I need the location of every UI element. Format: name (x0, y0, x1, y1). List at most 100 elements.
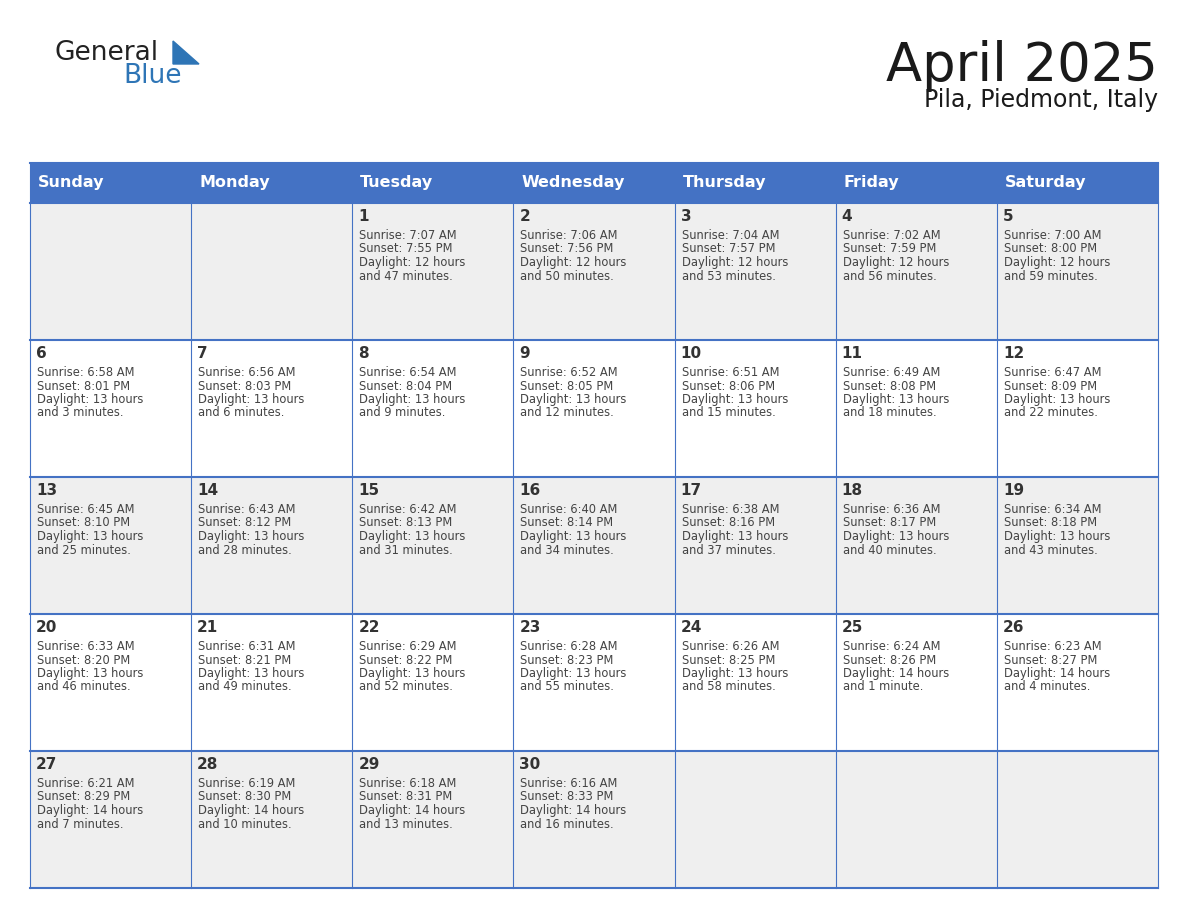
Text: Sunset: 8:16 PM: Sunset: 8:16 PM (682, 517, 775, 530)
Text: 6: 6 (36, 346, 46, 361)
Text: 30: 30 (519, 757, 541, 772)
Text: and 12 minutes.: and 12 minutes. (520, 407, 614, 420)
Text: and 53 minutes.: and 53 minutes. (682, 270, 776, 283)
Text: Daylight: 13 hours: Daylight: 13 hours (198, 393, 304, 406)
Text: 19: 19 (1003, 483, 1024, 498)
Text: 23: 23 (519, 620, 541, 635)
Text: 22: 22 (359, 620, 380, 635)
Text: Sunrise: 6:58 AM: Sunrise: 6:58 AM (37, 366, 134, 379)
Text: 11: 11 (842, 346, 862, 361)
Text: General: General (55, 40, 159, 66)
Text: Sunset: 8:09 PM: Sunset: 8:09 PM (1004, 379, 1097, 393)
Text: and 15 minutes.: and 15 minutes. (682, 407, 776, 420)
Text: and 16 minutes.: and 16 minutes. (520, 818, 614, 831)
Text: Sunrise: 6:31 AM: Sunrise: 6:31 AM (198, 640, 296, 653)
Text: and 59 minutes.: and 59 minutes. (1004, 270, 1098, 283)
Text: Sunset: 8:00 PM: Sunset: 8:00 PM (1004, 242, 1097, 255)
Text: 7: 7 (197, 346, 208, 361)
Bar (30, 163, 1158, 203)
Text: and 7 minutes.: and 7 minutes. (37, 818, 124, 831)
Text: 26: 26 (1003, 620, 1024, 635)
Text: Daylight: 13 hours: Daylight: 13 hours (842, 393, 949, 406)
Text: Sunrise: 6:51 AM: Sunrise: 6:51 AM (682, 366, 779, 379)
Text: Sunrise: 6:19 AM: Sunrise: 6:19 AM (198, 777, 296, 790)
Text: Daylight: 13 hours: Daylight: 13 hours (682, 667, 788, 680)
Text: Sunrise: 7:06 AM: Sunrise: 7:06 AM (520, 229, 618, 242)
Text: and 28 minutes.: and 28 minutes. (198, 543, 292, 556)
Text: 16: 16 (519, 483, 541, 498)
Text: and 56 minutes.: and 56 minutes. (842, 270, 936, 283)
Text: Daylight: 13 hours: Daylight: 13 hours (359, 667, 466, 680)
Text: 18: 18 (842, 483, 862, 498)
Text: Thursday: Thursday (683, 175, 766, 191)
Text: Sunrise: 6:36 AM: Sunrise: 6:36 AM (842, 503, 940, 516)
Text: Sunset: 8:04 PM: Sunset: 8:04 PM (359, 379, 453, 393)
Text: Sunset: 8:23 PM: Sunset: 8:23 PM (520, 654, 614, 666)
Text: 13: 13 (36, 483, 57, 498)
Text: 17: 17 (681, 483, 702, 498)
Text: Sunrise: 6:56 AM: Sunrise: 6:56 AM (198, 366, 296, 379)
Text: Sunset: 8:12 PM: Sunset: 8:12 PM (198, 517, 291, 530)
Text: Sunset: 8:03 PM: Sunset: 8:03 PM (198, 379, 291, 393)
Bar (30, 477, 1158, 614)
Text: Sunset: 8:14 PM: Sunset: 8:14 PM (520, 517, 613, 530)
Text: and 49 minutes.: and 49 minutes. (198, 680, 292, 693)
Text: Sunset: 8:05 PM: Sunset: 8:05 PM (520, 379, 614, 393)
Text: Sunrise: 6:45 AM: Sunrise: 6:45 AM (37, 503, 134, 516)
Text: Sunset: 8:26 PM: Sunset: 8:26 PM (842, 654, 936, 666)
Text: and 58 minutes.: and 58 minutes. (682, 680, 776, 693)
Text: Sunrise: 6:26 AM: Sunrise: 6:26 AM (682, 640, 779, 653)
Text: Sunset: 7:55 PM: Sunset: 7:55 PM (359, 242, 453, 255)
Text: Daylight: 13 hours: Daylight: 13 hours (37, 530, 144, 543)
Text: and 9 minutes.: and 9 minutes. (359, 407, 446, 420)
Text: and 6 minutes.: and 6 minutes. (198, 407, 284, 420)
Text: Daylight: 14 hours: Daylight: 14 hours (520, 804, 627, 817)
Text: Sunrise: 6:40 AM: Sunrise: 6:40 AM (520, 503, 618, 516)
Text: 27: 27 (36, 757, 57, 772)
Text: 3: 3 (681, 209, 691, 224)
Text: and 13 minutes.: and 13 minutes. (359, 818, 453, 831)
Text: Sunrise: 7:00 AM: Sunrise: 7:00 AM (1004, 229, 1101, 242)
Text: 21: 21 (197, 620, 219, 635)
Text: and 18 minutes.: and 18 minutes. (842, 407, 936, 420)
Text: 9: 9 (519, 346, 530, 361)
Text: 29: 29 (359, 757, 380, 772)
Text: Sunday: Sunday (38, 175, 105, 191)
Text: Daylight: 14 hours: Daylight: 14 hours (1004, 667, 1110, 680)
Text: Pila, Piedmont, Italy: Pila, Piedmont, Italy (924, 88, 1158, 112)
Text: 2: 2 (519, 209, 530, 224)
Text: Sunrise: 6:23 AM: Sunrise: 6:23 AM (1004, 640, 1101, 653)
Text: Daylight: 13 hours: Daylight: 13 hours (520, 393, 627, 406)
Text: Sunset: 8:01 PM: Sunset: 8:01 PM (37, 379, 131, 393)
Text: Daylight: 13 hours: Daylight: 13 hours (842, 530, 949, 543)
Text: Daylight: 13 hours: Daylight: 13 hours (359, 393, 466, 406)
Text: Sunrise: 7:04 AM: Sunrise: 7:04 AM (682, 229, 779, 242)
Text: Daylight: 12 hours: Daylight: 12 hours (520, 256, 627, 269)
Text: Daylight: 12 hours: Daylight: 12 hours (842, 256, 949, 269)
Text: Saturday: Saturday (1005, 175, 1086, 191)
Text: and 43 minutes.: and 43 minutes. (1004, 543, 1098, 556)
Text: and 4 minutes.: and 4 minutes. (1004, 680, 1091, 693)
Text: Sunset: 8:08 PM: Sunset: 8:08 PM (842, 379, 936, 393)
Text: Sunrise: 6:33 AM: Sunrise: 6:33 AM (37, 640, 134, 653)
Text: Sunset: 8:31 PM: Sunset: 8:31 PM (359, 790, 453, 803)
Text: and 55 minutes.: and 55 minutes. (520, 680, 614, 693)
Text: 14: 14 (197, 483, 219, 498)
Text: 15: 15 (359, 483, 379, 498)
Text: Daylight: 13 hours: Daylight: 13 hours (682, 530, 788, 543)
Text: Sunrise: 6:49 AM: Sunrise: 6:49 AM (842, 366, 940, 379)
Text: Daylight: 14 hours: Daylight: 14 hours (842, 667, 949, 680)
Text: 12: 12 (1003, 346, 1024, 361)
Text: 8: 8 (359, 346, 369, 361)
Text: Sunrise: 6:52 AM: Sunrise: 6:52 AM (520, 366, 618, 379)
Text: Sunrise: 6:21 AM: Sunrise: 6:21 AM (37, 777, 134, 790)
Text: Sunset: 8:33 PM: Sunset: 8:33 PM (520, 790, 614, 803)
Text: and 1 minute.: and 1 minute. (842, 680, 923, 693)
Text: Tuesday: Tuesday (360, 175, 434, 191)
Text: Sunset: 8:20 PM: Sunset: 8:20 PM (37, 654, 131, 666)
Bar (30, 340, 1158, 477)
Text: Daylight: 14 hours: Daylight: 14 hours (37, 804, 144, 817)
Text: Sunrise: 6:42 AM: Sunrise: 6:42 AM (359, 503, 456, 516)
Text: 10: 10 (681, 346, 702, 361)
Text: Sunrise: 6:38 AM: Sunrise: 6:38 AM (682, 503, 779, 516)
